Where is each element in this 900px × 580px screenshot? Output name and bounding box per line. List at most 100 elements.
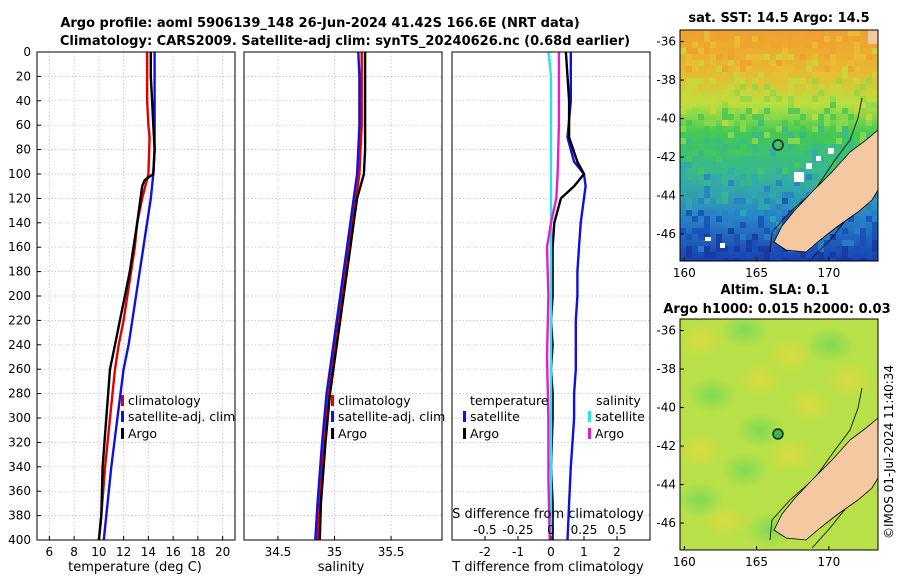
sst-pixel xyxy=(812,150,818,156)
map-y-tick-label: -36 xyxy=(656,324,676,338)
sst-pixel xyxy=(806,42,812,48)
sst-pixel xyxy=(740,90,746,96)
sst-pixel xyxy=(686,48,692,54)
sst-pixel xyxy=(830,132,836,138)
sst-pixel xyxy=(758,84,764,90)
sst-pixel xyxy=(740,180,746,186)
sst-pixel xyxy=(836,138,842,144)
sst-pixel xyxy=(764,54,770,60)
sst-pixel xyxy=(758,54,764,60)
sst-pixel xyxy=(788,168,794,174)
sst-pixel xyxy=(716,78,722,84)
sst-pixel xyxy=(842,30,848,36)
sst-x-ticks: 160 165 170 xyxy=(673,257,840,280)
sst-pixel xyxy=(788,162,794,168)
sst-pixel xyxy=(854,66,860,72)
sst-pixel xyxy=(698,144,704,150)
sst-pixel xyxy=(686,204,692,210)
sst-pixel xyxy=(806,174,812,180)
sst-pixel xyxy=(746,42,752,48)
sst-pixel xyxy=(728,246,734,252)
sst-pixel xyxy=(710,162,716,168)
sst-pixel xyxy=(770,192,776,198)
sst-pixel xyxy=(758,216,764,222)
temperature-x-label: temperature (deg C) xyxy=(68,560,202,575)
sst-pixel xyxy=(716,66,722,72)
sst-pixel xyxy=(728,54,734,60)
sla-anomaly-blob xyxy=(786,387,834,423)
legend-title-temperature: temperature xyxy=(470,393,549,408)
sst-pixel xyxy=(770,114,776,120)
sst-pixel xyxy=(740,198,746,204)
sst-pixel xyxy=(746,102,752,108)
sst-pixel xyxy=(704,222,710,228)
sst-pixel xyxy=(722,96,728,102)
sst-pixel xyxy=(872,240,878,246)
sst-pixel xyxy=(686,198,692,204)
sst-pixel xyxy=(764,96,770,102)
sst-pixel xyxy=(716,30,722,36)
sst-pixel xyxy=(812,42,818,48)
sst-pixel xyxy=(770,132,776,138)
sst-pixel xyxy=(830,72,836,78)
sst-pixel xyxy=(854,228,860,234)
sst-pixel xyxy=(782,216,788,222)
sst-pixel xyxy=(734,42,740,48)
legend-swatch-t-satellite xyxy=(463,411,466,422)
sst-pixel xyxy=(704,138,710,144)
sst-pixel xyxy=(728,48,734,54)
sst-pixel xyxy=(686,174,692,180)
sst-pixel xyxy=(830,30,836,36)
y-tick-label: 220 xyxy=(8,313,31,327)
sst-pixel xyxy=(686,156,692,162)
sst-pixel xyxy=(704,120,710,126)
sst-pixel xyxy=(728,120,734,126)
sst-pixel xyxy=(722,198,728,204)
sst-pixel xyxy=(764,246,770,252)
sst-pixel xyxy=(710,96,716,102)
sst-pixel xyxy=(698,150,704,156)
salinity-series xyxy=(314,51,367,541)
sst-pixel xyxy=(812,162,818,168)
sst-pixel xyxy=(698,36,704,42)
sst-pixel xyxy=(746,198,752,204)
sst-pixel xyxy=(836,126,842,132)
s-tick-label: 0.25 xyxy=(571,523,598,537)
sst-pixel xyxy=(776,72,782,78)
sst-pixel xyxy=(734,180,740,186)
sst-pixel xyxy=(830,144,836,150)
sst-cloud-mask xyxy=(705,237,711,241)
legend-label-climatology: climatology xyxy=(128,393,201,408)
sst-pixel xyxy=(746,252,752,258)
sst-pixel xyxy=(716,114,722,120)
sst-pixel xyxy=(770,156,776,162)
sst-pixel xyxy=(734,210,740,216)
x-tick-label: 16 xyxy=(165,545,180,559)
sst-pixel xyxy=(734,78,740,84)
sla-anomaly-blob xyxy=(736,362,784,398)
difference-x-ticks: -2 -1 0 1 2 xyxy=(479,536,621,559)
sst-pixel xyxy=(776,96,782,102)
sst-pixel xyxy=(734,258,740,261)
sst-pixel xyxy=(788,84,794,90)
sst-pixel xyxy=(842,36,848,42)
sst-pixel xyxy=(836,156,842,162)
sst-pixel xyxy=(722,186,728,192)
sst-pixel xyxy=(782,192,788,198)
sst-pixel xyxy=(830,252,836,258)
temperature-legend: climatology satellite-adj. clim Argo xyxy=(121,393,235,441)
sst-pixel xyxy=(764,114,770,120)
y-tick-label: 240 xyxy=(8,338,31,352)
salinity-panel: 34.5 35 35.5 salinity climatology satellit… xyxy=(243,51,445,575)
sst-pixel xyxy=(740,72,746,78)
sst-pixel xyxy=(794,96,800,102)
sst-pixel xyxy=(848,240,854,246)
sst-pixel xyxy=(854,30,860,36)
sst-pixel xyxy=(698,168,704,174)
sst-pixel xyxy=(848,258,854,261)
sla-anomaly-blob xyxy=(806,327,854,363)
sst-pixel xyxy=(746,96,752,102)
sst-pixel xyxy=(740,234,746,240)
sst-pixel xyxy=(728,60,734,66)
sst-pixel xyxy=(710,78,716,84)
